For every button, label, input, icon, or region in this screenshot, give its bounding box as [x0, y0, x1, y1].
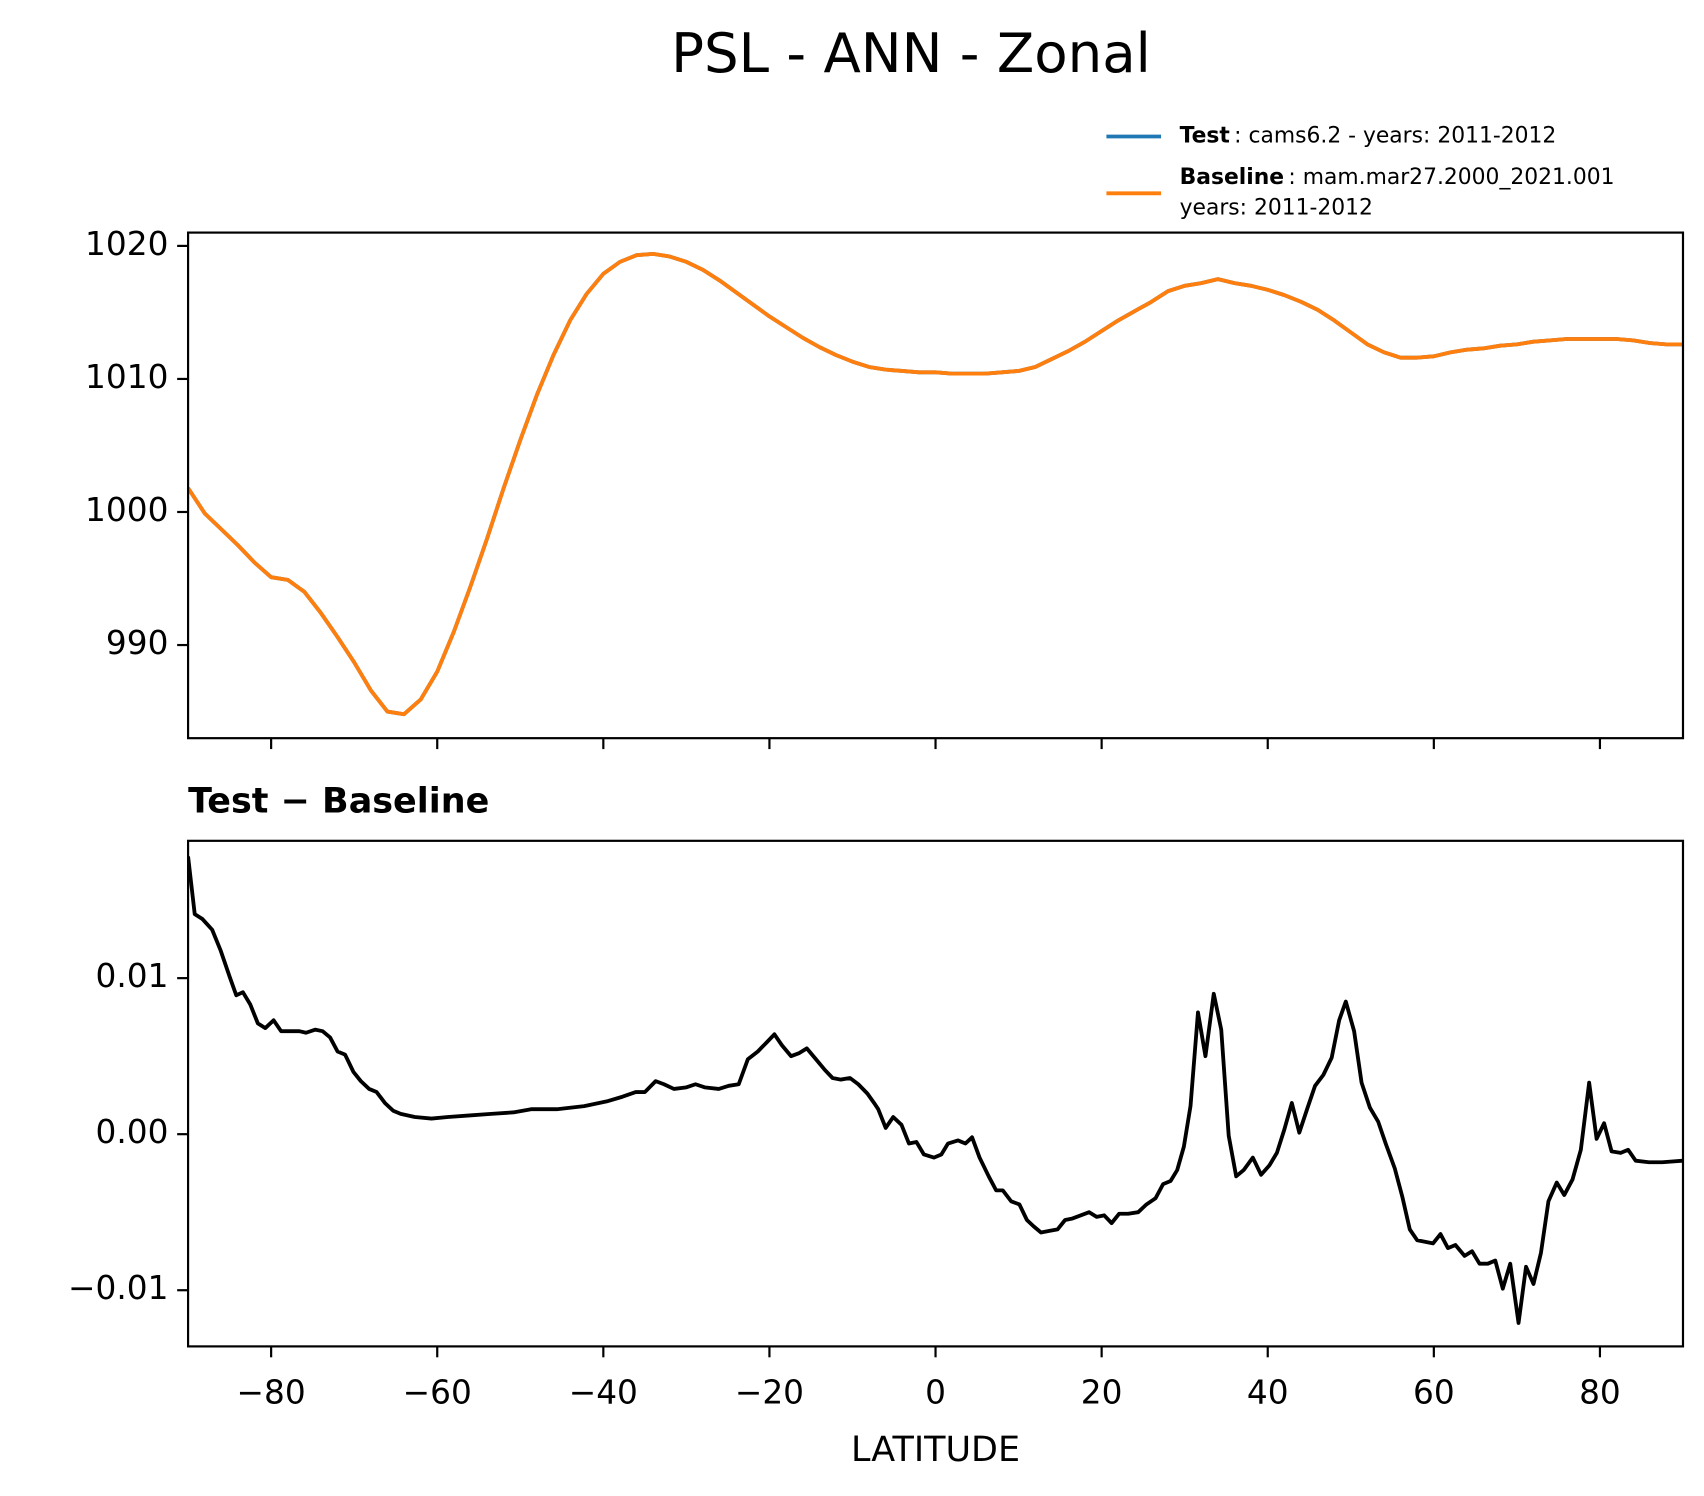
y-tick-label: 0.00 — [96, 1113, 169, 1151]
legend-detail: : cams6.2 - years: 2011-2012 — [1234, 123, 1556, 148]
data-line — [188, 251, 1683, 717]
legend-detail: : mam.mar27.2000_2021.001 — [1288, 165, 1614, 190]
x-tick-label: 80 — [1579, 1373, 1621, 1411]
x-tick-label: −80 — [237, 1373, 306, 1411]
x-tick-label: 60 — [1413, 1373, 1455, 1411]
y-tick-label: 990 — [106, 624, 169, 662]
data-line — [188, 251, 1683, 717]
y-tick-label: 0.01 — [96, 957, 169, 995]
legend-name: Baseline — [1180, 165, 1284, 190]
plot-frame — [186, 839, 1685, 1348]
x-tick-label: 40 — [1247, 1373, 1289, 1411]
data-line — [188, 856, 1683, 1325]
x-tick-label: 20 — [1081, 1373, 1123, 1411]
y-tick-label: 1010 — [85, 358, 168, 396]
y-tick-label: −0.01 — [68, 1269, 168, 1307]
plot-frame — [186, 231, 1685, 740]
subplot-title: Test − Baseline — [188, 782, 489, 822]
x-tick-label: −20 — [735, 1373, 804, 1411]
x-axis-label: LATITUDE — [851, 1430, 1020, 1470]
legend-detail: years: 2011-2012 — [1180, 196, 1373, 221]
x-tick-label: −40 — [569, 1373, 638, 1411]
figure-title: PSL - ANN - Zonal — [671, 21, 1151, 85]
x-tick-label: −60 — [403, 1373, 472, 1411]
x-tick-label: 0 — [925, 1373, 946, 1411]
y-tick-label: 1000 — [85, 491, 168, 529]
y-tick-label: 1020 — [85, 225, 168, 263]
legend-name: Test — [1180, 123, 1230, 148]
